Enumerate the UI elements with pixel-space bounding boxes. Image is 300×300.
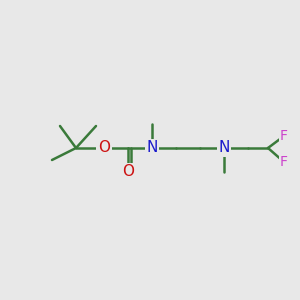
Text: N: N [146,140,158,155]
Text: N: N [218,140,230,155]
Text: F: F [280,129,288,143]
Text: O: O [122,164,134,179]
Text: O: O [98,140,110,155]
Text: F: F [280,155,288,169]
